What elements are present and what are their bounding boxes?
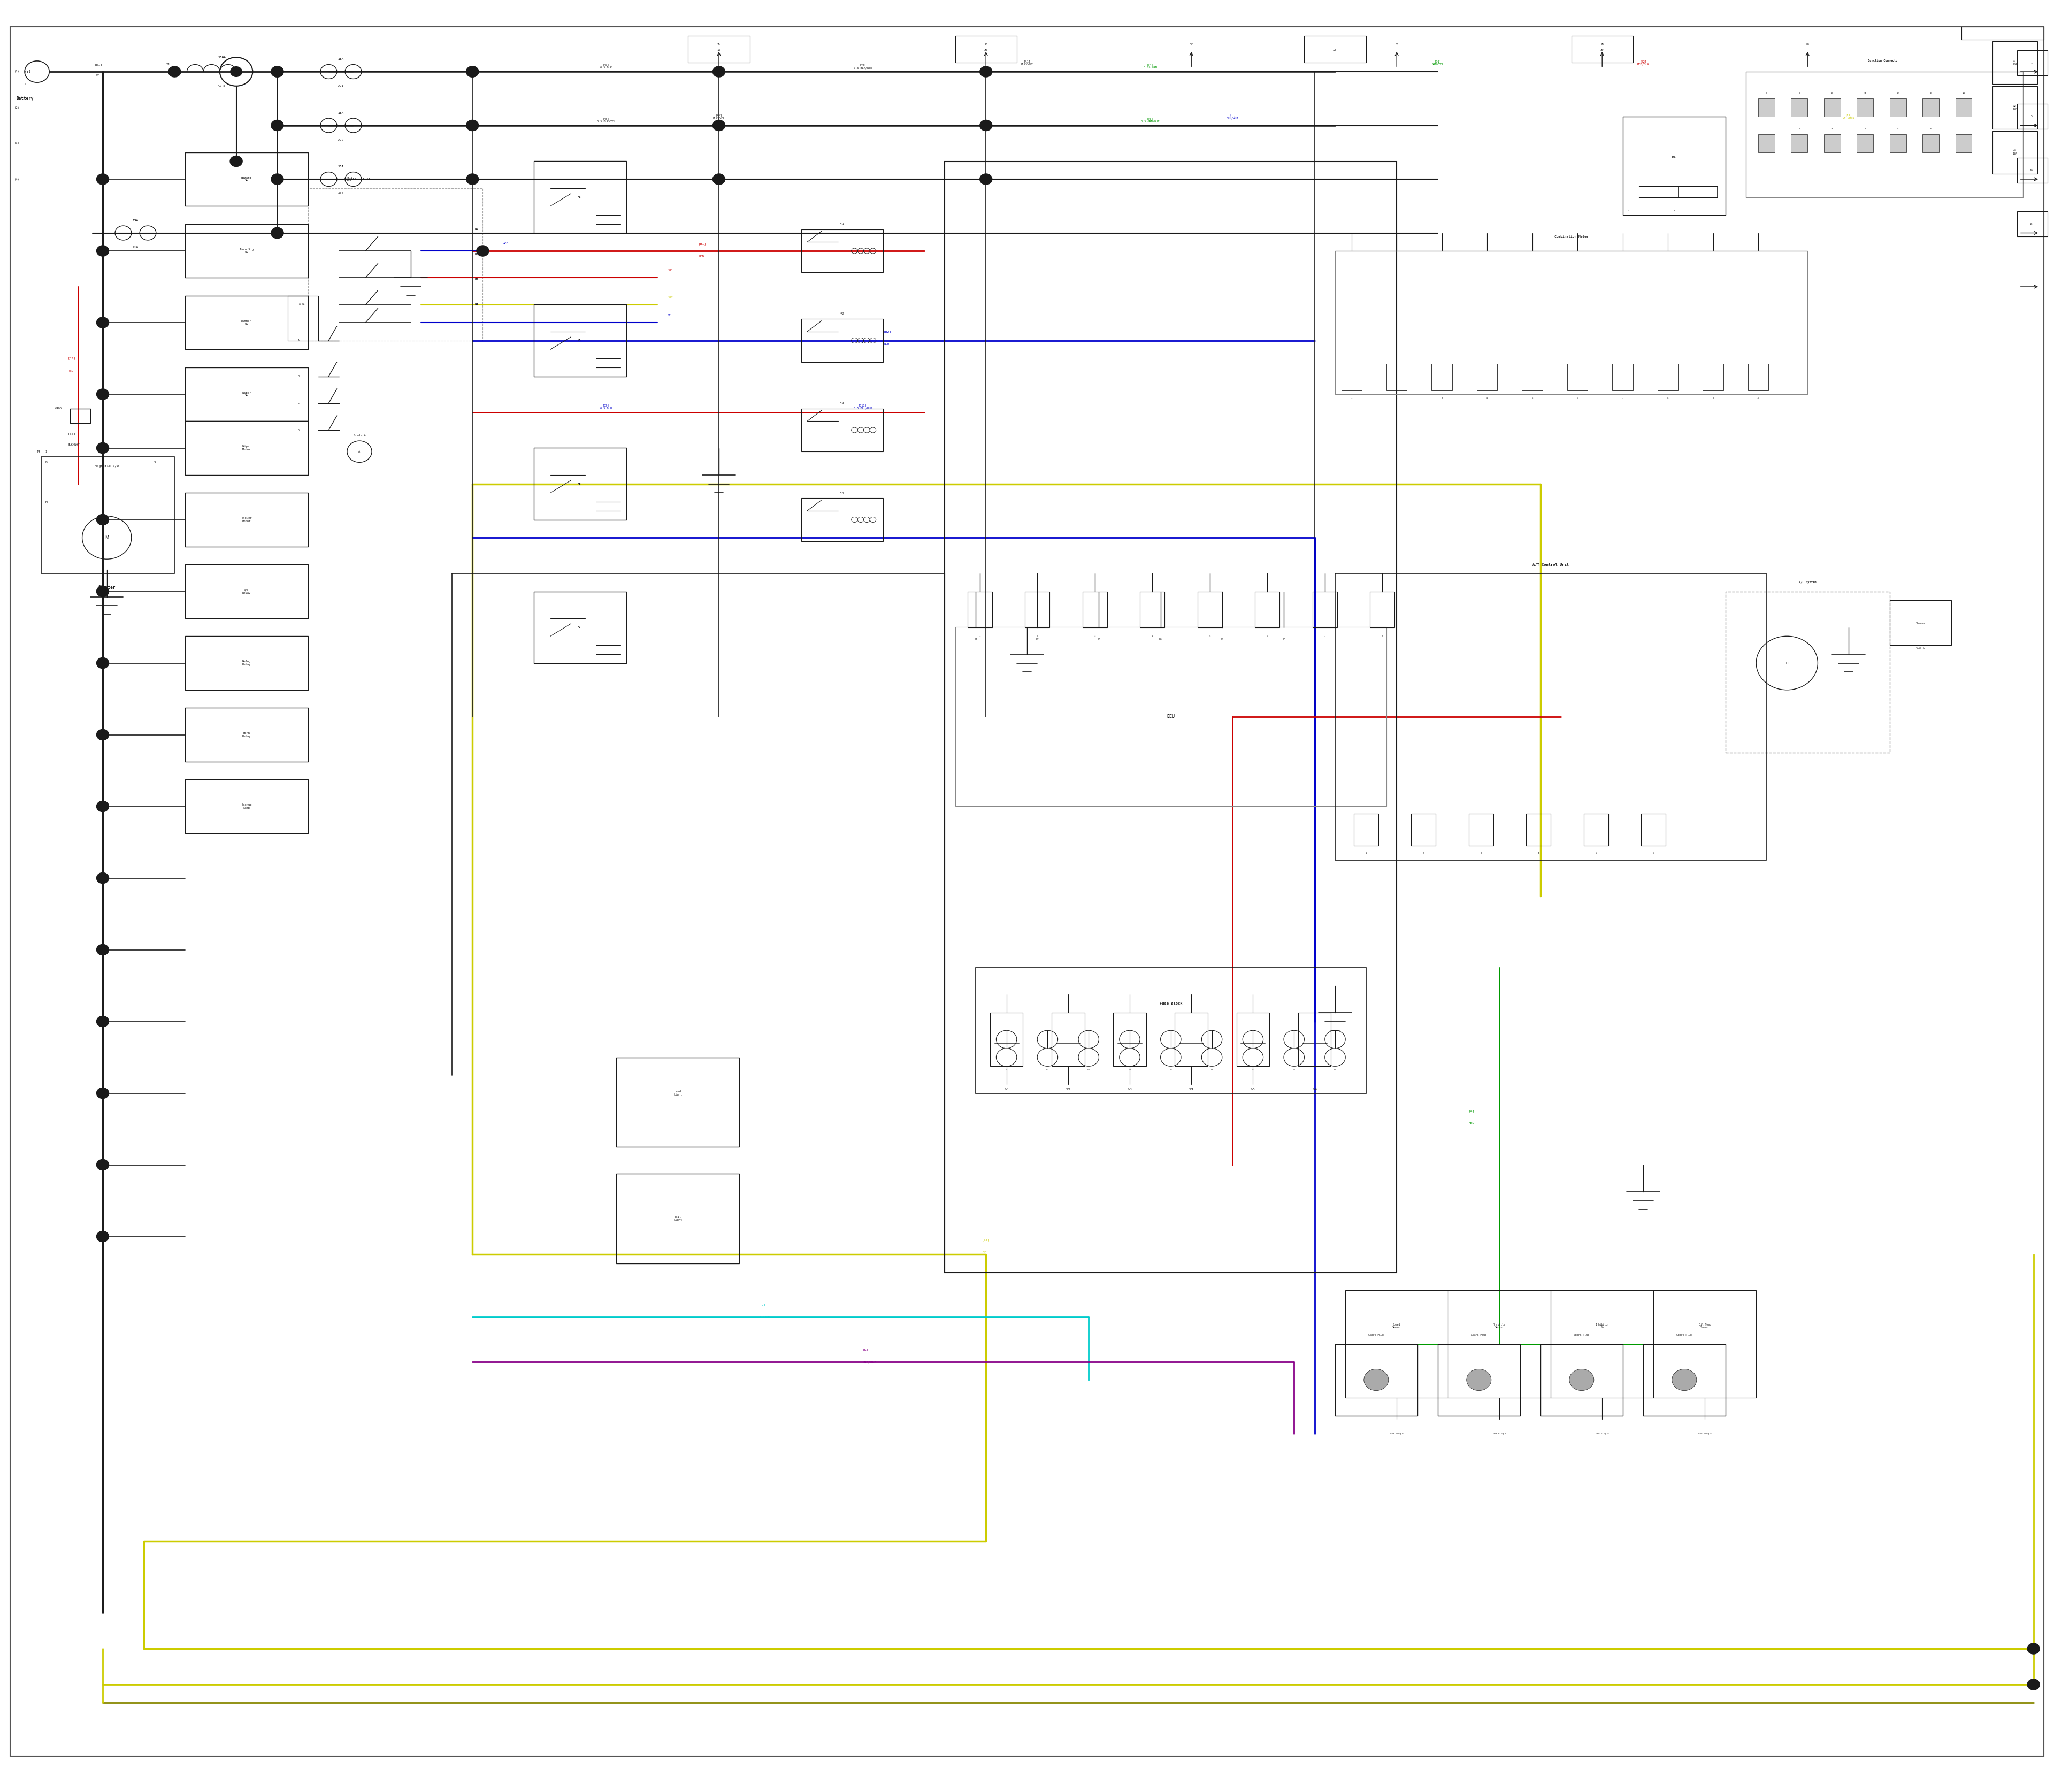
- Text: Inhibitor
Sw: Inhibitor Sw: [1596, 1322, 1608, 1330]
- Bar: [1052, 1012, 1085, 1066]
- Text: MR1: MR1: [840, 222, 844, 226]
- Bar: [1612, 364, 1633, 391]
- Text: Wiper
Motor: Wiper Motor: [242, 444, 251, 452]
- Text: ST: ST: [668, 314, 672, 317]
- Bar: [1370, 591, 1395, 627]
- Text: 10A: 10A: [339, 165, 343, 168]
- Text: 15A: 15A: [339, 57, 343, 61]
- Circle shape: [97, 944, 109, 955]
- Circle shape: [271, 228, 283, 238]
- Circle shape: [97, 873, 109, 883]
- Bar: [1824, 134, 1840, 152]
- Text: M7: M7: [577, 625, 581, 629]
- Circle shape: [97, 1231, 109, 1242]
- Text: F9: F9: [1333, 1068, 1337, 1072]
- Circle shape: [1672, 1369, 1697, 1391]
- Circle shape: [2027, 1679, 2040, 1690]
- Bar: [1653, 1290, 1756, 1398]
- Text: Throttle
Sensor: Throttle Sensor: [1493, 1322, 1506, 1330]
- Text: B2: B2: [474, 253, 479, 256]
- Bar: [1890, 600, 1951, 645]
- Text: Starter: Starter: [99, 586, 115, 590]
- Text: IG2: IG2: [668, 296, 674, 299]
- Bar: [976, 968, 1366, 1093]
- Bar: [1890, 134, 1906, 152]
- Text: [E2]
RED/BLK: [E2] RED/BLK: [1637, 59, 1649, 66]
- Bar: [801, 319, 883, 362]
- Text: (4): (4): [14, 177, 21, 181]
- Circle shape: [466, 120, 479, 131]
- Bar: [1341, 364, 1362, 391]
- Bar: [1824, 99, 1840, 116]
- Text: (3): (3): [14, 142, 21, 145]
- Text: [E1]: [E1]: [94, 63, 103, 66]
- Text: Speed
Sensor: Speed Sensor: [1393, 1322, 1401, 1330]
- Circle shape: [97, 317, 109, 328]
- Bar: [1857, 99, 1873, 116]
- Circle shape: [1569, 1369, 1594, 1391]
- Text: 68: 68: [1395, 43, 1399, 47]
- Bar: [1643, 1344, 1725, 1416]
- Circle shape: [713, 120, 725, 131]
- Circle shape: [466, 66, 479, 77]
- Text: P1: P1: [974, 638, 978, 642]
- Bar: [1567, 364, 1588, 391]
- Text: Combination Meter: Combination Meter: [1555, 235, 1588, 238]
- Text: [B6]
0.5 GRN/WHT: [B6] 0.5 GRN/WHT: [1142, 116, 1158, 124]
- Text: [J]: [J]: [760, 1303, 766, 1306]
- Text: F4: F4: [1128, 1068, 1132, 1072]
- Text: MR4: MR4: [840, 491, 844, 495]
- Bar: [185, 780, 308, 833]
- Text: 11: 11: [1863, 91, 1867, 95]
- Text: (1): (1): [14, 70, 21, 73]
- Circle shape: [230, 156, 242, 167]
- Text: M6: M6: [577, 482, 581, 486]
- Text: [A3]
0.5 BLK: [A3] 0.5 BLK: [600, 63, 612, 70]
- Bar: [1082, 591, 1107, 627]
- Text: [G]: [G]: [1469, 1109, 1475, 1113]
- Circle shape: [271, 120, 283, 131]
- Text: 10: 10: [2029, 168, 2033, 172]
- Text: YEL: YEL: [984, 1251, 988, 1254]
- Bar: [1962, 27, 2044, 39]
- Bar: [1438, 1344, 1520, 1416]
- Text: Oil Temp
Sensor: Oil Temp Sensor: [1699, 1322, 1711, 1330]
- Text: PNK/BLK: PNK/BLK: [863, 1360, 877, 1364]
- Text: 10: 10: [1830, 91, 1834, 95]
- Text: 57: 57: [1189, 43, 1193, 47]
- Text: [B1]
BLK: [B1] BLK: [345, 176, 353, 183]
- Bar: [2017, 211, 2048, 237]
- Text: [K]: [K]: [863, 1348, 869, 1351]
- Text: SV3: SV3: [1128, 1088, 1132, 1091]
- Bar: [1791, 134, 1808, 152]
- Text: (+): (+): [25, 70, 31, 73]
- Bar: [185, 421, 308, 475]
- Text: ECU: ECU: [1167, 715, 1175, 719]
- Bar: [1411, 814, 1436, 846]
- Text: 10: 10: [1756, 396, 1760, 400]
- Bar: [1113, 1012, 1146, 1066]
- Bar: [1551, 1290, 1653, 1398]
- Bar: [185, 493, 308, 547]
- Text: 15A: 15A: [134, 219, 138, 222]
- Bar: [2017, 158, 2048, 183]
- Text: 13: 13: [1929, 91, 1933, 95]
- Text: 48: 48: [984, 43, 988, 47]
- Text: Gnd Plug 6: Gnd Plug 6: [1596, 1432, 1608, 1435]
- Bar: [534, 448, 626, 520]
- Text: Gnd Plug 6: Gnd Plug 6: [1391, 1432, 1403, 1435]
- Bar: [1386, 364, 1407, 391]
- Text: M5: M5: [577, 339, 581, 342]
- Text: F7: F7: [1251, 1068, 1255, 1072]
- Text: A21: A21: [339, 84, 343, 88]
- Text: GRN: GRN: [1469, 1122, 1475, 1125]
- Text: F5: F5: [1169, 1068, 1173, 1072]
- Text: [A1]
BLK/WHT: [A1] BLK/WHT: [1021, 59, 1033, 66]
- Circle shape: [466, 174, 479, 185]
- Text: ACC: ACC: [503, 242, 509, 246]
- Text: A1
25A: A1 25A: [2013, 59, 2017, 66]
- Bar: [1354, 814, 1378, 846]
- Bar: [616, 1057, 739, 1147]
- Text: Blower
Motor: Blower Motor: [240, 516, 253, 523]
- Bar: [1641, 814, 1666, 846]
